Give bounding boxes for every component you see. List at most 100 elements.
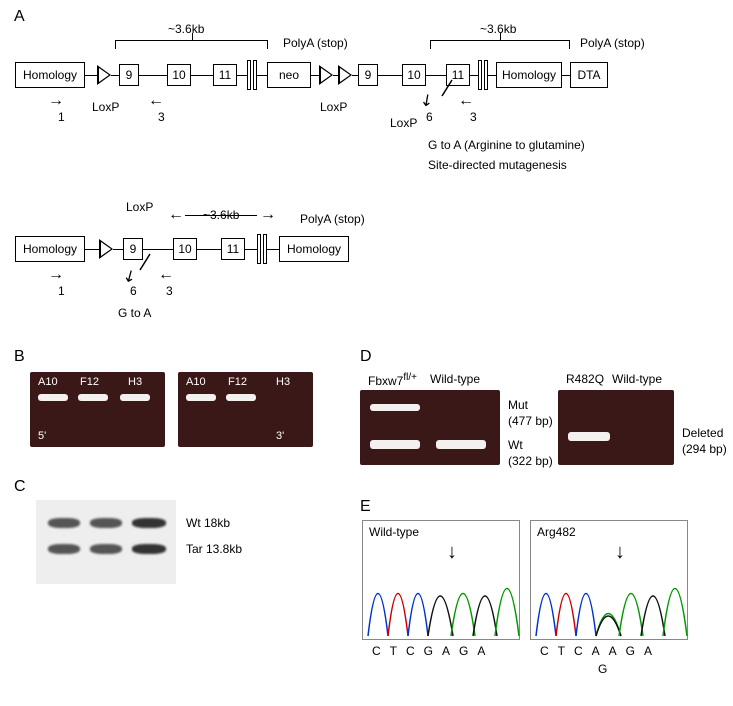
connector <box>267 249 279 250</box>
connector <box>85 75 97 76</box>
band <box>370 440 420 449</box>
seq-below-right: G <box>598 662 607 676</box>
chrom-arrow-right: ↓ <box>615 541 625 564</box>
loxp-triangle-3 <box>338 65 352 85</box>
r482q-label: R482Q <box>566 372 604 386</box>
loxp-triangle-1 <box>97 65 111 85</box>
gtoa-label: G to A <box>118 306 151 320</box>
wt-label-c: Wt 18kb <box>186 516 230 530</box>
gel-b-right: A10 F12 H3 3' <box>178 372 313 447</box>
chrom-left-label: Wild-type <box>369 525 419 539</box>
chromatogram-svg-right <box>531 521 689 641</box>
gel-b-left: A10 F12 H3 5' <box>30 372 165 447</box>
primer-arrow-3b: ← <box>458 92 474 110</box>
connector <box>237 75 247 76</box>
mut-bp-label: (477 bp) <box>508 414 553 428</box>
primer-arrow-3c: ← <box>158 266 174 284</box>
connector <box>85 249 99 250</box>
primer-3c: 3 <box>166 284 173 298</box>
connector <box>311 75 319 76</box>
connector <box>111 75 119 76</box>
southern-blot <box>36 500 176 584</box>
dta-box: DTA <box>570 62 608 88</box>
brace-arrow-l: ← <box>168 206 184 224</box>
mutation-mark-2 <box>138 252 152 272</box>
exon-11: 11 <box>213 64 237 86</box>
mutagenesis-line1: G to A (Arginine to glutamine) <box>428 138 585 152</box>
wildtype-label-d1: Wild-type <box>430 372 480 386</box>
wt-label-d: Wt <box>508 438 523 452</box>
wt-bp-label: (322 bp) <box>508 454 553 468</box>
exon-9: 9 <box>119 64 139 86</box>
lane-h3-r: H3 <box>276 376 290 388</box>
mutation-mark-1 <box>440 78 454 98</box>
connector <box>197 249 221 250</box>
exon-10-bot: 10 <box>173 238 197 260</box>
construct-1: Homology 9 10 11 neo 9 10 11 Homology DT… <box>15 60 608 90</box>
panel-label-d: D <box>360 348 372 366</box>
loxp-label-1: LoxP <box>92 100 119 114</box>
lane-f12: F12 <box>80 376 99 388</box>
band <box>186 394 216 401</box>
construct-2: Homology 9 10 11 Homology <box>15 234 349 264</box>
primer-1b: 1 <box>58 284 65 298</box>
band <box>436 440 486 449</box>
chromatogram-svg-left <box>363 521 521 641</box>
brace-line <box>185 215 257 216</box>
homology-box-r: Homology <box>496 62 562 88</box>
polya-label-bot: PolyA (stop) <box>300 212 365 226</box>
mutagenesis-line2: Site-directed mutagenesis <box>428 158 567 172</box>
panel-label-e: E <box>360 498 371 516</box>
deleted-label: Deleted <box>682 426 723 440</box>
chrom-arrow-left: ↓ <box>447 541 457 564</box>
blot-band <box>48 518 80 528</box>
gel-d-right <box>558 390 674 465</box>
gel-d-left <box>360 390 500 465</box>
band <box>370 404 420 411</box>
primer-arrow-1: → <box>48 92 64 110</box>
brace-arrow-r: → <box>260 206 276 224</box>
size-label-2: ~3.6kb <box>480 22 516 36</box>
primer-arrow-3a: ← <box>148 92 164 110</box>
polya-bar-bot <box>257 234 267 264</box>
connector <box>488 75 496 76</box>
loxp-triangle-bot <box>99 239 113 259</box>
seq-left: CTCGAGA <box>372 644 494 658</box>
fbxw7-text: Fbxw7 <box>368 374 403 388</box>
polya-label-2: PolyA (stop) <box>580 36 645 50</box>
connector <box>245 249 257 250</box>
wildtype-label-d2: Wild-type <box>612 372 662 386</box>
connector <box>139 75 167 76</box>
primer-arrow-6: ↙ <box>415 88 437 112</box>
connector <box>113 249 123 250</box>
blot-band <box>90 518 122 528</box>
five-prime: 5' <box>38 430 46 442</box>
neo-box: neo <box>267 62 311 88</box>
primer-6: 6 <box>426 110 433 124</box>
band <box>38 394 68 401</box>
three-prime: 3' <box>276 430 284 442</box>
exon-10b: 10 <box>402 64 426 86</box>
polya-bar-2 <box>478 60 488 90</box>
lane-h3: H3 <box>128 376 142 388</box>
exon-11-bot: 11 <box>221 238 245 260</box>
chromatogram-left: Wild-type ↓ <box>362 520 520 640</box>
band <box>226 394 256 401</box>
blot-band <box>48 544 80 554</box>
panel-label-b: B <box>14 348 25 366</box>
homology-box-l2: Homology <box>15 236 85 262</box>
seq-right: CTCAAGA <box>540 644 661 658</box>
loxp-label-bot: LoxP <box>126 200 153 214</box>
blot-band <box>132 544 166 554</box>
connector <box>257 75 267 76</box>
lane-f12-r: F12 <box>228 376 247 388</box>
deleted-bp-label: (294 bp) <box>682 442 727 456</box>
tar-label-c: Tar 13.8kb <box>186 542 242 556</box>
exon-10: 10 <box>167 64 191 86</box>
brace-1 <box>115 40 268 48</box>
homology-box-r2: Homology <box>279 236 349 262</box>
blot-band <box>90 544 122 554</box>
lane-a10-r: A10 <box>186 376 206 388</box>
lane-a10: A10 <box>38 376 58 388</box>
primer-6b: 6 <box>130 284 137 298</box>
